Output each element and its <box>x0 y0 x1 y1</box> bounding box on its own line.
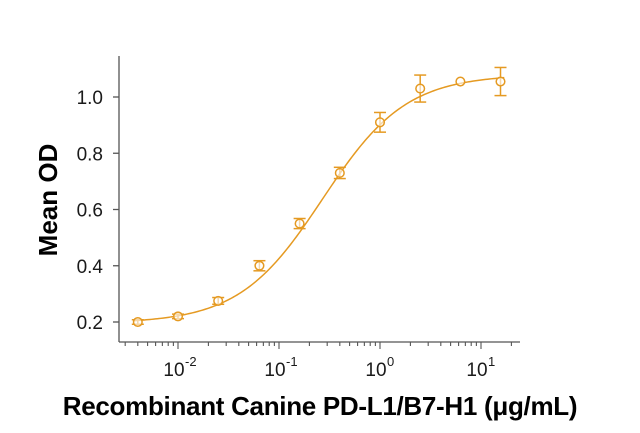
data-point <box>333 166 346 180</box>
y-tick-label: 0.4 <box>77 257 104 278</box>
y-tick-label: 0.2 <box>77 313 103 334</box>
x-tick-label: 10 <box>163 360 184 381</box>
data-point <box>253 259 266 272</box>
x-tick-exponent: -2 <box>185 354 197 369</box>
x-tick-exponent: -1 <box>286 354 298 369</box>
y-tick-label: 0.8 <box>77 144 103 165</box>
data-point <box>455 76 466 87</box>
marker-circle <box>334 167 345 178</box>
x-axis-label: Recombinant Canine PD-L1/B7-H1 (μg/mL) <box>62 391 578 421</box>
data-point <box>494 66 507 97</box>
x-tick-exponent: 0 <box>387 354 394 369</box>
fit-curve <box>133 76 505 322</box>
data-points <box>131 66 507 328</box>
data-point <box>212 295 225 306</box>
marker-circle <box>415 83 426 94</box>
data-point <box>374 111 386 133</box>
y-tick-label: 1.0 <box>77 88 103 109</box>
marker-circle <box>455 76 466 87</box>
marker-circle <box>254 260 265 271</box>
data-point <box>293 217 306 230</box>
marker-circle <box>132 316 143 328</box>
marker-circle <box>495 76 506 87</box>
marker-circle <box>172 311 184 322</box>
x-tick-exponent: 1 <box>488 354 495 369</box>
y-ticks: 0.2 0.4 0.6 0.8 1.0 <box>77 88 119 334</box>
fit-curve-line <box>133 76 505 322</box>
y-tick-label: 0.6 <box>77 201 103 222</box>
data-point <box>131 316 144 328</box>
x-ticks: 10 -2 10 -1 10 0 10 1 <box>124 342 512 381</box>
marker-circle <box>213 295 224 306</box>
data-point <box>414 74 427 103</box>
x-tick-label: 10 <box>466 360 487 381</box>
marker-circle <box>294 218 305 229</box>
axes <box>118 56 520 343</box>
data-point <box>172 311 184 322</box>
marker-circle <box>374 117 386 128</box>
x-tick-label: 10 <box>365 360 386 381</box>
y-axis-label: Mean OD <box>33 144 63 257</box>
x-tick-label: 10 <box>264 360 285 381</box>
